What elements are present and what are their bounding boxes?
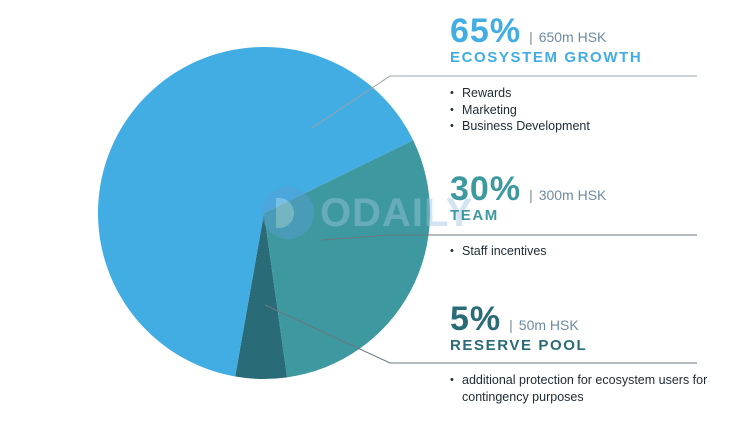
percent-label: 65%	[450, 12, 522, 50]
amount-label: 300m HSK	[538, 187, 607, 203]
bullet-item: Rewards	[450, 85, 590, 102]
legend-ecosystem-growth: 65% | 650m HSK ECOSYSTEM GROWTH	[450, 12, 642, 66]
bullet-item: Business Development	[450, 118, 590, 135]
pie-slice-reserve-pool	[235, 213, 288, 379]
leader-line-team	[321, 234, 697, 241]
percent-label: 30%	[450, 170, 522, 208]
ecosystem-growth-items: Rewards Marketing Business Development	[450, 85, 590, 135]
odaily-logo-icon	[262, 187, 314, 239]
legend-team: 30% | 300m HSK TEAM	[450, 170, 606, 224]
team-items: Staff incentives	[450, 243, 547, 260]
pie-slice-team	[264, 140, 430, 378]
category-heading: TEAM	[450, 207, 499, 224]
percent-label: 5%	[450, 300, 502, 338]
leader-line-reserve-pool	[264, 304, 697, 364]
bullet-item: additional protection for ecosystem user…	[450, 372, 730, 405]
separator: |	[509, 317, 513, 333]
legend-value-line: 5% | 50m HSK	[450, 300, 587, 339]
watermark-text: ODAILY	[320, 190, 474, 235]
category-heading: RESERVE POOL	[450, 337, 588, 354]
leader-line-ecosystem-growth	[311, 75, 697, 129]
amount-label: 650m HSK	[538, 29, 607, 45]
pie-slice-ecosystem-growth	[97, 46, 414, 377]
bullet-item: Marketing	[450, 102, 590, 119]
legend-value-line: 30% | 300m HSK	[450, 170, 606, 209]
legend-reserve-pool: 5% | 50m HSK RESERVE POOL	[450, 300, 587, 354]
category-heading: ECOSYSTEM GROWTH	[450, 49, 643, 66]
separator: |	[529, 187, 533, 203]
amount-label: 50m HSK	[518, 317, 579, 333]
legend-value-line: 65% | 650m HSK	[450, 12, 642, 51]
odaily-watermark: ODAILY	[262, 187, 473, 239]
reserve-pool-items: additional protection for ecosystem user…	[450, 372, 730, 405]
bullet-item: Staff incentives	[450, 243, 547, 260]
separator: |	[529, 29, 533, 45]
